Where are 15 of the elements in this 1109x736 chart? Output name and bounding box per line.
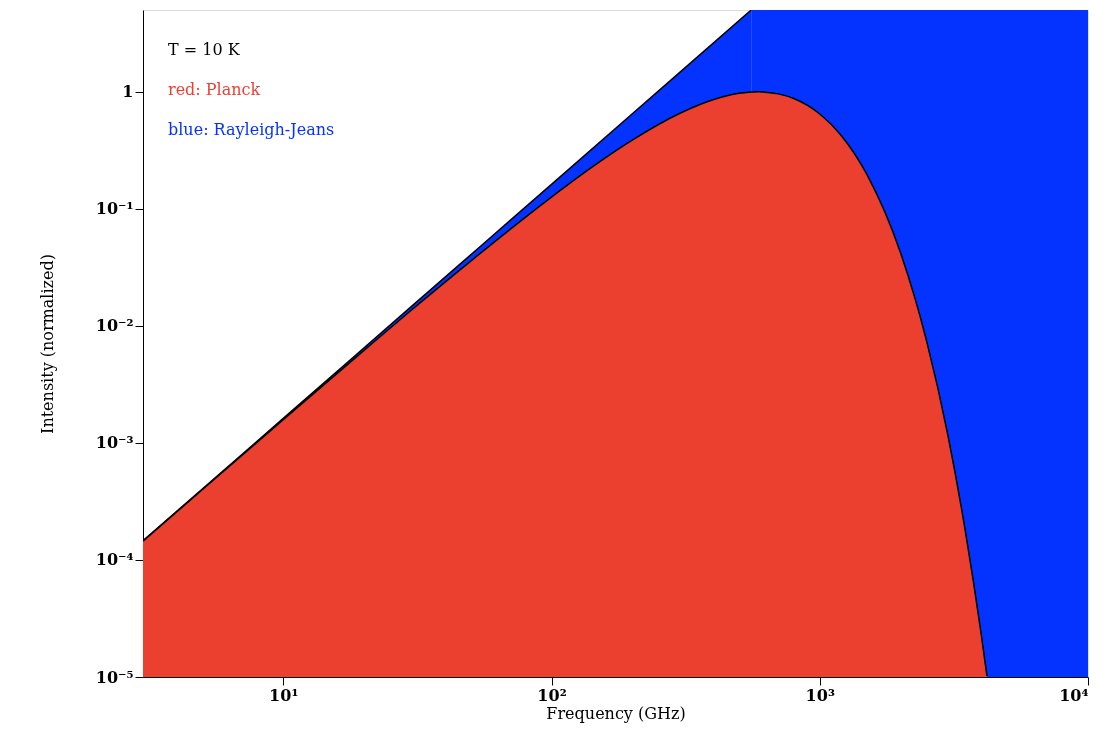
text: blue: Rayleigh-Jeans: [168, 120, 335, 139]
x-tick-label: 10³: [805, 685, 835, 705]
annotation: T = 10 K: [168, 40, 241, 59]
text: red: Planck: [168, 80, 261, 99]
y-tick-label: 10⁻¹: [95, 199, 134, 219]
y-tick-label: 10⁻⁴: [95, 550, 134, 570]
y-axis-title: Intensity (normalized): [37, 254, 57, 434]
x-tick-label: 10¹: [269, 685, 299, 705]
x-tick-label: 10⁴: [1059, 685, 1089, 705]
y-tick-label: 10⁻⁵: [95, 667, 134, 687]
x-axis-title: Frequency (GHz): [546, 703, 686, 723]
y-tick-label: 1: [122, 82, 134, 102]
x-tick-label: 10²: [537, 685, 567, 705]
y-tick-label: 10⁻²: [95, 316, 134, 336]
y-tick-label: 10⁻³: [95, 433, 134, 453]
